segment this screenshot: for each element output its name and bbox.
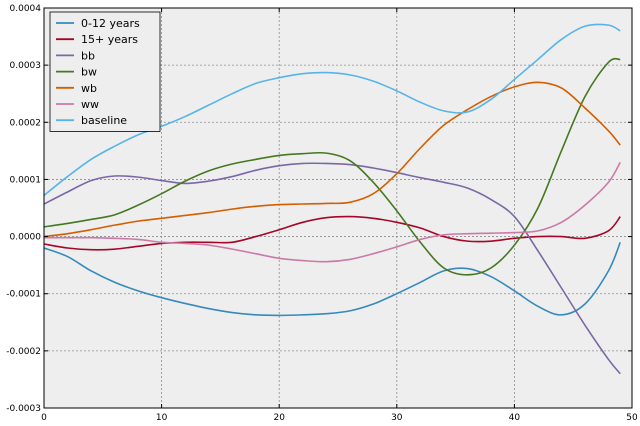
legend-label-wb: wb (81, 82, 97, 95)
series-line-bb (43, 162, 621, 375)
series-line-bw (43, 57, 621, 276)
legend-label-ww: ww (81, 98, 99, 111)
legend-label-bw: bw (81, 66, 97, 79)
y-tick-label: 0.0001 (10, 175, 42, 185)
series-line-baseline (43, 23, 621, 197)
series-line-ww (44, 161, 621, 263)
axis-ticks: 0 10 20 30 40 50 -0.0003 -0.0002 -0.0001 0.0000 0.… (6, 4, 638, 423)
x-tick-label: 20 (273, 413, 285, 423)
x-tick-label: 30 (391, 413, 403, 423)
legend-label-0-12-years: 0-12 years (81, 17, 140, 30)
y-tick-label: -0.0002 (6, 347, 41, 357)
legend-label-baseline: baseline (81, 114, 127, 127)
y-tick-label: 0.0002 (10, 118, 42, 128)
series-line-wb (43, 81, 621, 238)
y-tick-label: 0.0004 (10, 4, 42, 14)
plot-frame (43, 7, 633, 409)
legend: 0-12 years 15+ years bb bw wb ww baseline (49, 11, 161, 132)
x-tick-label: 50 (626, 413, 638, 423)
x-tick-label: 10 (156, 413, 168, 423)
legend-label-bb: bb (81, 49, 95, 62)
grid-lines (43, 7, 633, 409)
y-tick-label: -0.0001 (6, 290, 41, 300)
y-tick-label: -0.0003 (6, 404, 41, 414)
series-line-15-years (43, 215, 621, 251)
x-tick-label: 40 (509, 413, 521, 423)
y-tick-label: 0.0003 (10, 61, 42, 71)
x-tick-label: 0 (41, 413, 47, 423)
series-line-0-12-years (43, 241, 621, 317)
legend-label-15-years: 15+ years (81, 33, 138, 46)
y-tick-label: 0.0000 (10, 233, 42, 243)
series-lines (43, 23, 621, 375)
